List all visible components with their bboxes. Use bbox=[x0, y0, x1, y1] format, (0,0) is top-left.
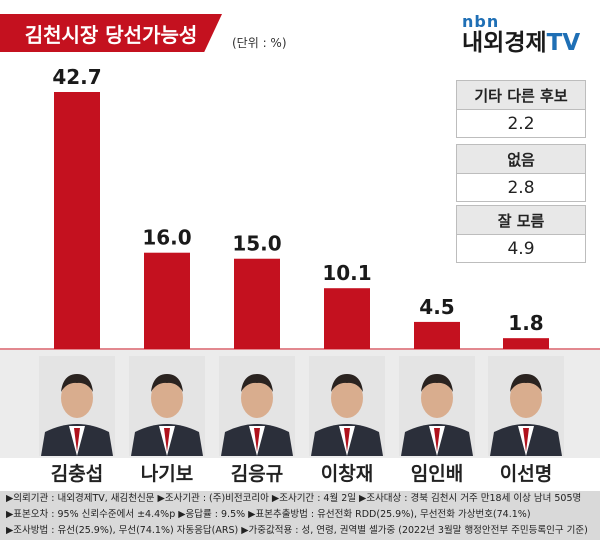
footer-line: ▶표본오차 : 95% 신뢰수준에서 ±4.4%p ▶응답률 : 9.5% ▶표… bbox=[6, 509, 531, 520]
bar bbox=[503, 338, 549, 349]
candidate-portrait-icon bbox=[309, 356, 385, 456]
side-stat-none: 없음 2.8 bbox=[456, 144, 586, 202]
data-label: 1.8 bbox=[508, 311, 543, 335]
candidate-name: 임인배 bbox=[410, 463, 464, 485]
chart-title: 김천시장 당선가능성 bbox=[0, 14, 222, 52]
logo-bottom-text: 내외경제TV bbox=[462, 31, 580, 55]
bar bbox=[144, 252, 190, 349]
candidate-name: 이창재 bbox=[320, 463, 374, 485]
side-stat-label: 기타 다른 후보 bbox=[456, 80, 586, 110]
unit-label: (단위 : %) bbox=[232, 36, 287, 50]
side-stat-value: 2.2 bbox=[456, 110, 586, 138]
bar bbox=[234, 258, 280, 349]
bar bbox=[54, 92, 100, 349]
bar-chart: 42.7 16.0 15.0 10.1 4.5 1.8 bbox=[0, 65, 600, 350]
data-label: 15.0 bbox=[232, 232, 281, 256]
candidate-portrait-icon bbox=[129, 356, 205, 456]
side-stat-label: 없음 bbox=[456, 144, 586, 174]
footer-line: ▶의뢰기관 : 내외경제TV, 새김천신문 ▶조사기관 : (주)비전코리아 ▶… bbox=[6, 493, 582, 504]
data-label: 4.5 bbox=[419, 295, 454, 319]
candidate-name: 이선명 bbox=[499, 463, 553, 485]
bar bbox=[324, 288, 370, 349]
broadcaster-logo: nbn 내외경제TV bbox=[462, 12, 580, 55]
candidate-name: 나기보 bbox=[140, 463, 194, 485]
bar bbox=[414, 321, 460, 349]
candidate-name: 김충섭 bbox=[50, 463, 104, 485]
candidate-portrait-icon bbox=[399, 356, 475, 456]
candidate-portrait-icon bbox=[488, 356, 564, 456]
logo-main-text: 내외경제 bbox=[462, 30, 547, 56]
logo-top-text: nbn bbox=[462, 12, 500, 31]
footer-line: ▶조사방법 : 유선(25.9%), 무선(74.1%) 자동응답(ARS) ▶… bbox=[6, 525, 588, 536]
data-label: 10.1 bbox=[322, 261, 371, 285]
side-stat-label: 잘 모름 bbox=[456, 205, 586, 235]
side-stat-other: 기타 다른 후보 2.2 bbox=[456, 80, 586, 138]
candidate-portrait-icon bbox=[219, 356, 295, 456]
data-label: 16.0 bbox=[142, 226, 191, 250]
candidate-name: 김응규 bbox=[230, 463, 284, 485]
data-label: 42.7 bbox=[52, 65, 101, 89]
logo-tv-text: TV bbox=[546, 30, 581, 56]
survey-footer: ▶의뢰기관 : 내외경제TV, 새김천신문 ▶조사기관 : (주)비전코리아 ▶… bbox=[0, 491, 600, 540]
side-stat-value: 4.9 bbox=[456, 235, 586, 263]
side-stat-unknown: 잘 모름 4.9 bbox=[456, 205, 586, 263]
side-stat-value: 2.8 bbox=[456, 174, 586, 202]
candidate-portrait-icon bbox=[39, 356, 115, 456]
